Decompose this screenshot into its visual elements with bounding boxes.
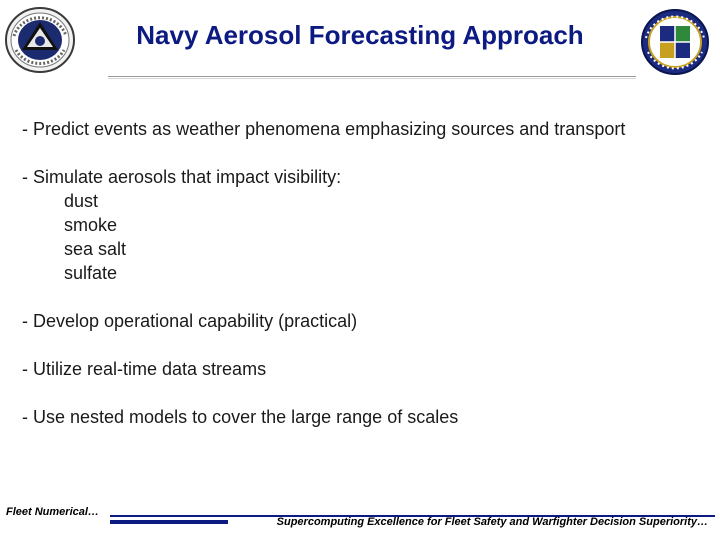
footer-accent-bar [110,520,228,524]
sub-item-smoke: smoke [64,215,118,235]
spacer [22,285,712,309]
bullet-operational-capability: - Develop operational capability (practi… [22,311,358,331]
footer-left-text: Fleet Numerical… [6,506,99,518]
footer-rule [110,515,715,517]
spacer [22,333,712,357]
fleet-numerical-seal-icon [4,6,76,74]
sub-item-sulfate: sulfate [64,263,118,283]
slide-body: - Predict events as weather phenomena em… [22,117,712,429]
footer-tagline: Supercomputing Excellence for Fleet Safe… [276,516,708,528]
spacer [22,141,712,165]
spacer [22,381,712,405]
sub-item-dust: dust [64,191,99,211]
page-title: Navy Aerosol Forecasting Approach [136,20,584,50]
title-divider [108,76,636,77]
title-divider-shadow [108,78,636,79]
sub-item-sea-salt: sea salt [64,239,127,259]
bullet-predict-events: - Predict events as weather phenomena em… [22,119,626,139]
naval-research-laboratory-seal-icon [640,8,710,76]
bullet-real-time-data: - Utilize real-time data streams [22,359,267,379]
bullet-nested-models: - Use nested models to cover the large r… [22,407,459,427]
bullet-simulate-aerosols: - Simulate aerosols that impact visibili… [22,167,342,187]
